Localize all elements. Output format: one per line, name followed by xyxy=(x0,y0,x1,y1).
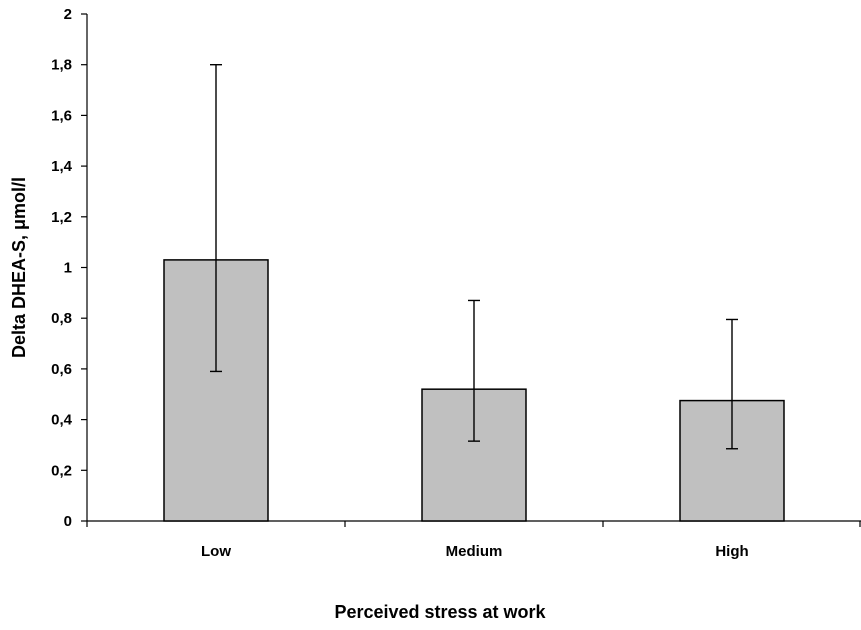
y-axis-title: Delta DHEA-S, μmol/l xyxy=(9,177,29,358)
error-bars xyxy=(210,63,738,450)
y-tick-label: 0,4 xyxy=(51,412,73,429)
y-tick-label: 2 xyxy=(64,6,72,23)
x-tick-label: High xyxy=(715,543,748,560)
x-tick-label: Medium xyxy=(446,543,503,560)
y-tick-label: 0,6 xyxy=(51,361,72,378)
x-axis-title: Perceived stress at work xyxy=(334,602,546,622)
y-tick-label: 1,8 xyxy=(51,57,72,74)
y-tick-label: 1,4 xyxy=(51,158,73,175)
y-axis: 0 0,2 0,4 0,6 0,8 1 1,2 1,4 1,6 1,8 2 xyxy=(51,6,88,530)
x-axis: Low Medium High xyxy=(86,520,861,560)
y-tick-label: 0 xyxy=(64,513,72,530)
x-tick-label: Low xyxy=(201,543,231,560)
y-tick-label: 1 xyxy=(64,260,72,277)
y-tick-label: 1,2 xyxy=(51,209,72,226)
y-tick-label: 0,2 xyxy=(51,462,72,479)
y-tick-label: 1,6 xyxy=(51,107,72,124)
y-tick-label: 0,8 xyxy=(51,310,72,327)
